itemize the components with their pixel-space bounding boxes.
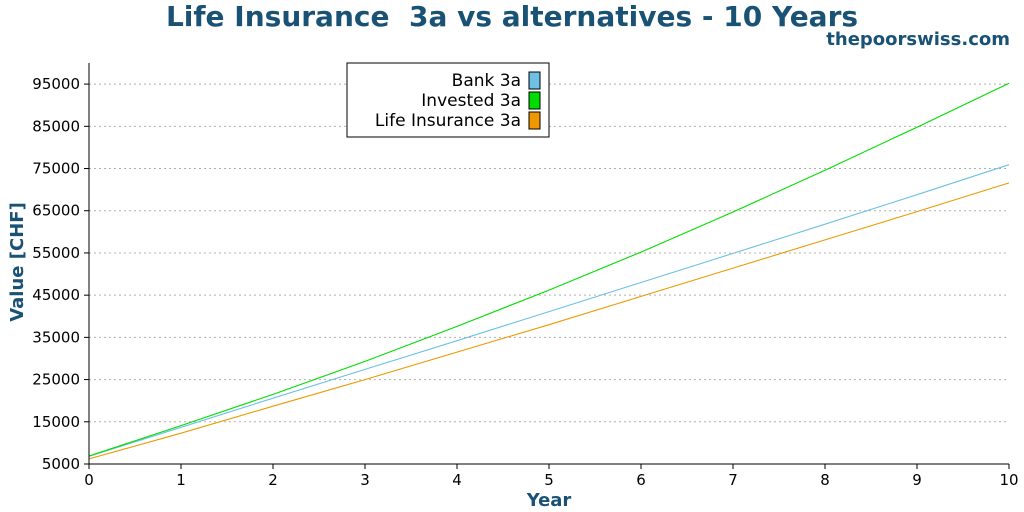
- x-tick-label: 7: [728, 471, 738, 489]
- y-tick-label: 85000: [32, 117, 80, 135]
- x-tick-label: 5: [544, 471, 554, 489]
- x-tick-label: 2: [268, 471, 278, 489]
- series-line-invested-3a: [88, 82, 1010, 457]
- x-tick-label: 10: [999, 471, 1018, 489]
- y-tick-label: 35000: [32, 328, 80, 346]
- x-tick-label: 1: [176, 471, 186, 489]
- legend-swatch: [528, 111, 541, 130]
- x-tick-label: 0: [84, 471, 94, 489]
- legend-label: Invested 3a: [421, 91, 521, 111]
- series-line-bank-3a: [88, 164, 1010, 457]
- legend-swatch: [528, 91, 541, 110]
- y-tick-label: 45000: [32, 286, 80, 304]
- y-tick-label: 95000: [32, 75, 80, 93]
- x-tick-label: 8: [820, 471, 830, 489]
- y-tick-label: 65000: [32, 202, 80, 220]
- source-credit: thepoorswiss.com: [826, 29, 1010, 50]
- y-tick-label: 15000: [32, 413, 80, 431]
- legend-label: Life Insurance 3a: [375, 111, 521, 131]
- y-ticks: 5000 15000 25000 35000 45000 55000 65000 75000 8…: [32, 75, 89, 473]
- x-tick-label: 9: [912, 471, 922, 489]
- x-ticks: 0 1 2 3 4 5 6 7 8 9 10: [84, 464, 1019, 489]
- legend-swatch: [528, 71, 541, 90]
- y-axis-title: Value [CHF]: [7, 202, 28, 322]
- series-line-life-insurance-3a: [88, 182, 1010, 460]
- x-axis-title: Year: [526, 490, 572, 511]
- y-tick-label: 25000: [32, 371, 80, 389]
- x-tick-label: 6: [636, 471, 646, 489]
- legend-label: Bank 3a: [452, 71, 521, 91]
- x-tick-label: 3: [360, 471, 370, 489]
- x-tick-label: 4: [452, 471, 462, 489]
- grid-lines: [89, 83, 1009, 423]
- chart-title: Life Insurance 3a vs alternatives - 10 Y…: [165, 0, 859, 33]
- y-tick-label: 75000: [32, 160, 80, 178]
- y-tick-label: 5000: [42, 455, 80, 473]
- series-lines: [88, 82, 1010, 460]
- legend-box: [346, 62, 550, 138]
- y-tick-label: 55000: [32, 244, 80, 262]
